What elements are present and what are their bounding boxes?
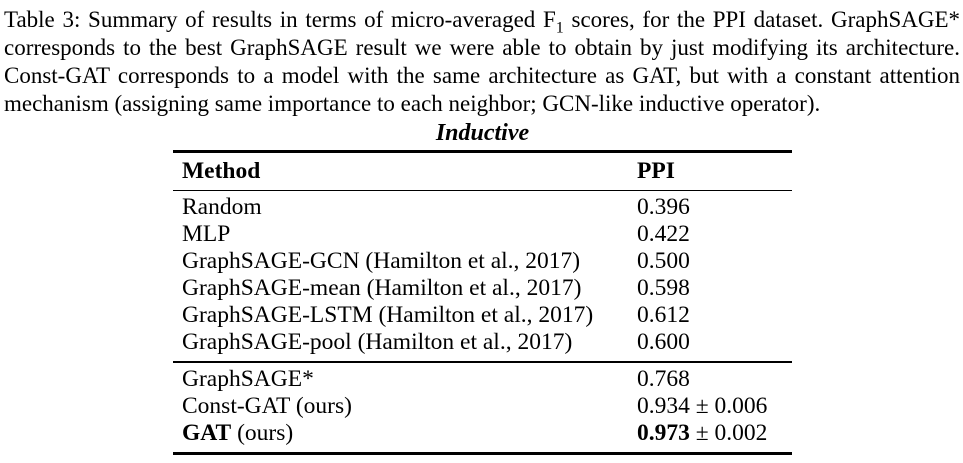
method-cell: Const-GAT (ours) xyxy=(173,393,637,420)
table-caption: Table 3: Summary of results in terms of … xyxy=(0,6,963,118)
value-label: 0.612 xyxy=(637,302,690,329)
table-row: MLP 0.422 xyxy=(173,221,792,248)
caption-line-4: mechanism (assigning same importance to … xyxy=(4,91,821,116)
caption-line-3: Const-GAT corresponds to a model with th… xyxy=(4,63,960,88)
value-cell: 0.934 ± 0.006 xyxy=(637,393,792,420)
method-cell: GraphSAGE-LSTM (Hamilton et al., 2017) xyxy=(173,302,637,329)
method-bold: GAT xyxy=(182,420,232,447)
value-label: 0.598 xyxy=(637,275,690,302)
value-label: 0.396 xyxy=(637,194,690,221)
value-cell: 0.612 xyxy=(637,302,792,329)
method-cell: GraphSAGE-mean (Hamilton et al., 2017) xyxy=(173,275,637,302)
table-row: GraphSAGE* 0.768 xyxy=(173,366,792,393)
caption-line-1: Table 3: Summary of results in terms of … xyxy=(4,6,961,37)
value-bold: 0.973 xyxy=(637,420,690,447)
method-label: GraphSAGE-GCN (Hamilton et al., 2017) xyxy=(182,248,581,275)
table-row: GraphSAGE-GCN (Hamilton et al., 2017) 0.… xyxy=(173,248,792,275)
value-label: 0.600 xyxy=(637,329,690,356)
bottom-rule xyxy=(173,452,792,455)
ppi-column-header: PPI xyxy=(637,157,675,184)
caption-text-before-subscript: Table 3: Summary of results in terms of … xyxy=(4,7,556,32)
method-cell: GraphSAGE-pool (Hamilton et al., 2017) xyxy=(173,329,637,356)
table-row: GAT (ours) 0.973 ± 0.002 xyxy=(173,420,792,447)
method-column-header: Method xyxy=(182,158,261,183)
value-label: 0.768 xyxy=(637,366,690,393)
baseline-section: Random 0.396 MLP 0.422 GraphSAGE-GCN (Ha… xyxy=(173,191,792,361)
method-cell: MLP xyxy=(173,221,637,248)
value-cell: 0.768 xyxy=(637,366,792,393)
results-table: Inductive Method PPI Random 0.396 MLP 0.… xyxy=(173,121,792,455)
table-row: GraphSAGE-LSTM (Hamilton et al., 2017) 0… xyxy=(173,302,792,329)
method-label: GraphSAGE-pool (Hamilton et al., 2017) xyxy=(182,329,573,356)
value-cell: 0.600 xyxy=(637,329,792,356)
method-label: GraphSAGE-LSTM (Hamilton et al., 2017) xyxy=(182,302,594,329)
method-cell: GraphSAGE* xyxy=(173,366,637,393)
table-row: GraphSAGE-pool (Hamilton et al., 2017) 0… xyxy=(173,329,792,356)
table-row: Const-GAT (ours) 0.934 ± 0.006 xyxy=(173,393,792,420)
value-cell: 0.598 xyxy=(637,275,792,302)
header-rule xyxy=(173,189,792,192)
method-label: MLP xyxy=(182,221,231,248)
mid-rule xyxy=(173,361,792,364)
method-label: Const-GAT (ours) xyxy=(182,393,352,420)
method-cell: GraphSAGE-GCN (Hamilton et al., 2017) xyxy=(173,248,637,275)
value-label: 0.500 xyxy=(637,248,690,275)
value-label: 0.422 xyxy=(637,221,690,248)
table-header-row: Method PPI xyxy=(173,153,792,190)
method-cell: GAT (ours) xyxy=(173,420,637,447)
table-title: Inductive xyxy=(435,120,530,146)
value-label: 0.934 ± 0.006 xyxy=(637,393,768,420)
value-cell: 0.973 ± 0.002 xyxy=(637,420,792,447)
method-cell: Random xyxy=(173,194,637,221)
value-cell: 0.422 xyxy=(637,221,792,248)
caption-text-after-subscript: scores, for the PPI dataset. GraphSAGE* xyxy=(563,7,961,32)
method-label: GraphSAGE* xyxy=(182,366,314,393)
top-rule xyxy=(173,150,792,153)
table-row: Random 0.396 xyxy=(173,194,792,221)
value-label: ± 0.002 xyxy=(689,420,768,447)
method-label: (ours) xyxy=(231,420,294,447)
caption-line-2: corresponds to the best GraphSAGE result… xyxy=(4,35,960,60)
value-cell: 0.500 xyxy=(637,248,792,275)
method-label: GraphSAGE-mean (Hamilton et al., 2017) xyxy=(182,275,582,302)
method-label: Random xyxy=(182,194,262,221)
table-row: GraphSAGE-mean (Hamilton et al., 2017) 0… xyxy=(173,275,792,302)
f1-subscript: 1 xyxy=(555,19,564,37)
ours-section: GraphSAGE* 0.768 Const-GAT (ours) 0.934 … xyxy=(173,363,792,452)
value-cell: 0.396 xyxy=(637,194,792,221)
